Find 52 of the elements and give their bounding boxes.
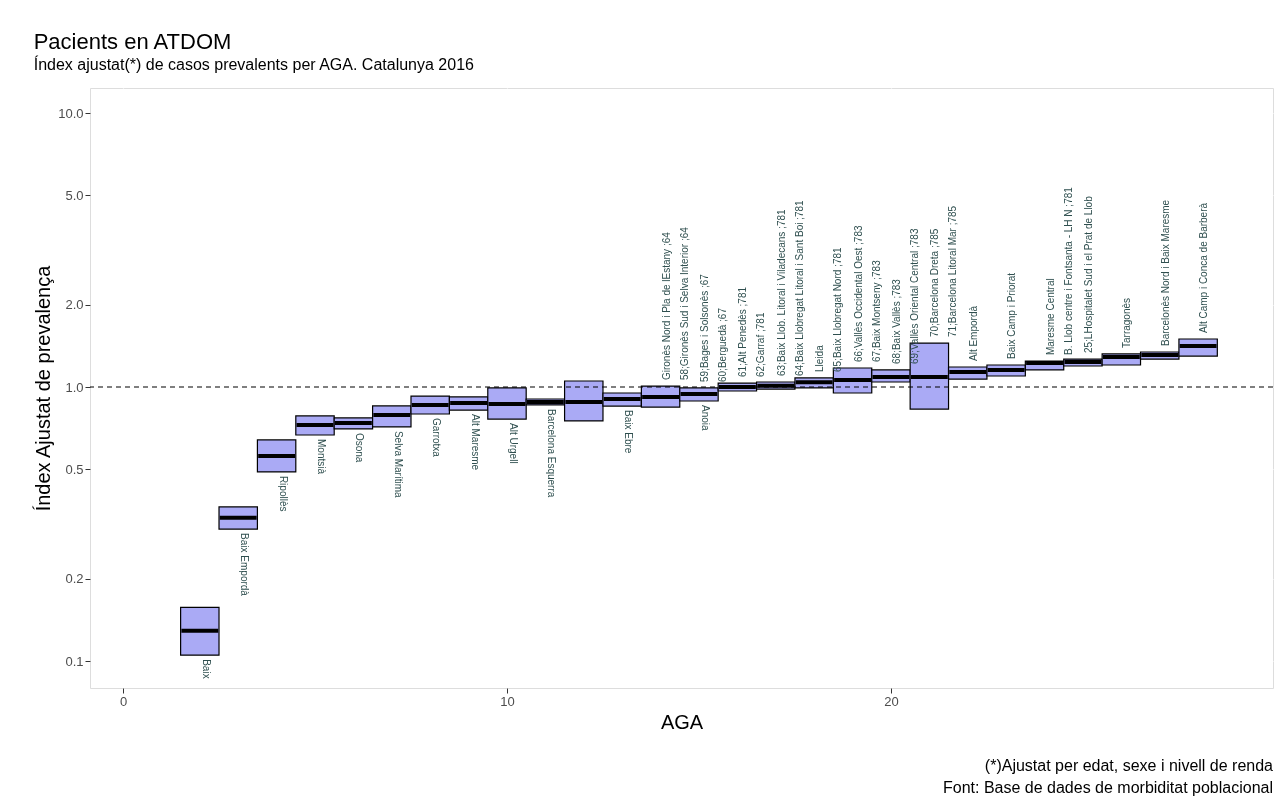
y-tick-label: 5.0 [65, 188, 84, 203]
annotation: 68;Baix Vallès ;783 [890, 278, 902, 364]
annotation: 25;LHospitalet Sud i el Prat de Llob [1082, 195, 1094, 354]
text: (*)Ajustat per edat, sexe i nivell de renda [984, 757, 1274, 774]
annotation: Alt Maresme [469, 414, 481, 471]
annotation: 69;Vallès Oriental Central ;783 [908, 228, 920, 364]
annotation: Anoia [699, 405, 711, 432]
annotation: 62;Garraf ;781 [755, 312, 767, 378]
annotation: Baix Camp i Priorat [1006, 272, 1018, 360]
x-tick-label: 0 [119, 693, 128, 709]
annotation: Alt Urgell [507, 423, 519, 464]
y-tick-label: 2.0 [65, 297, 84, 313]
annotation: B. Llob centre i Fontsanta - LH N ;781 [1062, 186, 1074, 356]
annotation: 64;Baix Llobregat Litoral i Sant Boi ;781 [793, 199, 805, 376]
annotation: 61;Alt Penedès ;781 [737, 286, 749, 378]
annotation: 67;Baix Montseny ;783 [870, 259, 882, 363]
x-tick-label: 10 [500, 693, 515, 709]
annotation: Garrotxa [431, 418, 443, 458]
chart-subtitle: Índex ajustat(*) de casos prevalents per AGA. Catalunya 2016 [33, 55, 475, 73]
annotation: Osona [354, 432, 366, 463]
x-tick-label: 20 [884, 693, 899, 709]
annotation: Baix Ebre [623, 410, 635, 454]
annotation: Maresme Central [1044, 278, 1056, 356]
annotation: 58;Gironès Sud i Selva Interior ;64 [678, 226, 690, 381]
annotation: 63;Baix Llob. Litoral i Viladecans ;781 [775, 208, 787, 376]
annotation: 60;Berguedà ;67 [716, 307, 728, 382]
annotation: Selva Marítima [392, 430, 404, 499]
annotation: 70;Barcelona Dreta ;785 [929, 228, 941, 338]
y-tick-label: 0.1 [65, 653, 84, 669]
annotation: Baix Empordà [239, 533, 251, 597]
y-tick-label: 0.2 [65, 571, 84, 587]
annotation: 65;Baix Llobregat Nord ;781 [832, 247, 844, 372]
annotation: Barcelonès Nord i Baix Maresme [1159, 199, 1171, 347]
y-tick-label: 1.0 [65, 379, 84, 395]
y-tick-label: 10.0 [58, 105, 84, 121]
annotation: Montsià [316, 439, 327, 475]
chart-title: Pacients en ATDOM [33, 29, 232, 54]
annotation: Baix [200, 659, 212, 679]
annotation: Lleida [814, 344, 826, 372]
annotation: 59;Bages i Solsonès ;67 [698, 273, 710, 382]
text: Font: Base de dades de morbiditat poblacional [943, 779, 1273, 796]
annotation: Gironès Nord i Pla de lEstany ;64 [660, 231, 672, 381]
annotation: Tarragonès [1121, 297, 1133, 348]
annotation: 71;Barcelona Litoral Mar ;785 [947, 205, 959, 338]
annotation: Barcelona Esquerra [546, 408, 558, 498]
y-axis-title: Índex Ajustat de prevalença [32, 264, 55, 512]
annotation: Ripollès [277, 475, 289, 512]
annotation: Alt Empordà [967, 305, 979, 362]
x-axis-title: AGA [660, 710, 704, 733]
y-tick-label: 0.5 [65, 461, 84, 477]
annotation: 66;Vallès Occidental Oest ;783 [852, 225, 864, 363]
annotation: Alt Camp i Conca de Barberà [1198, 202, 1210, 333]
